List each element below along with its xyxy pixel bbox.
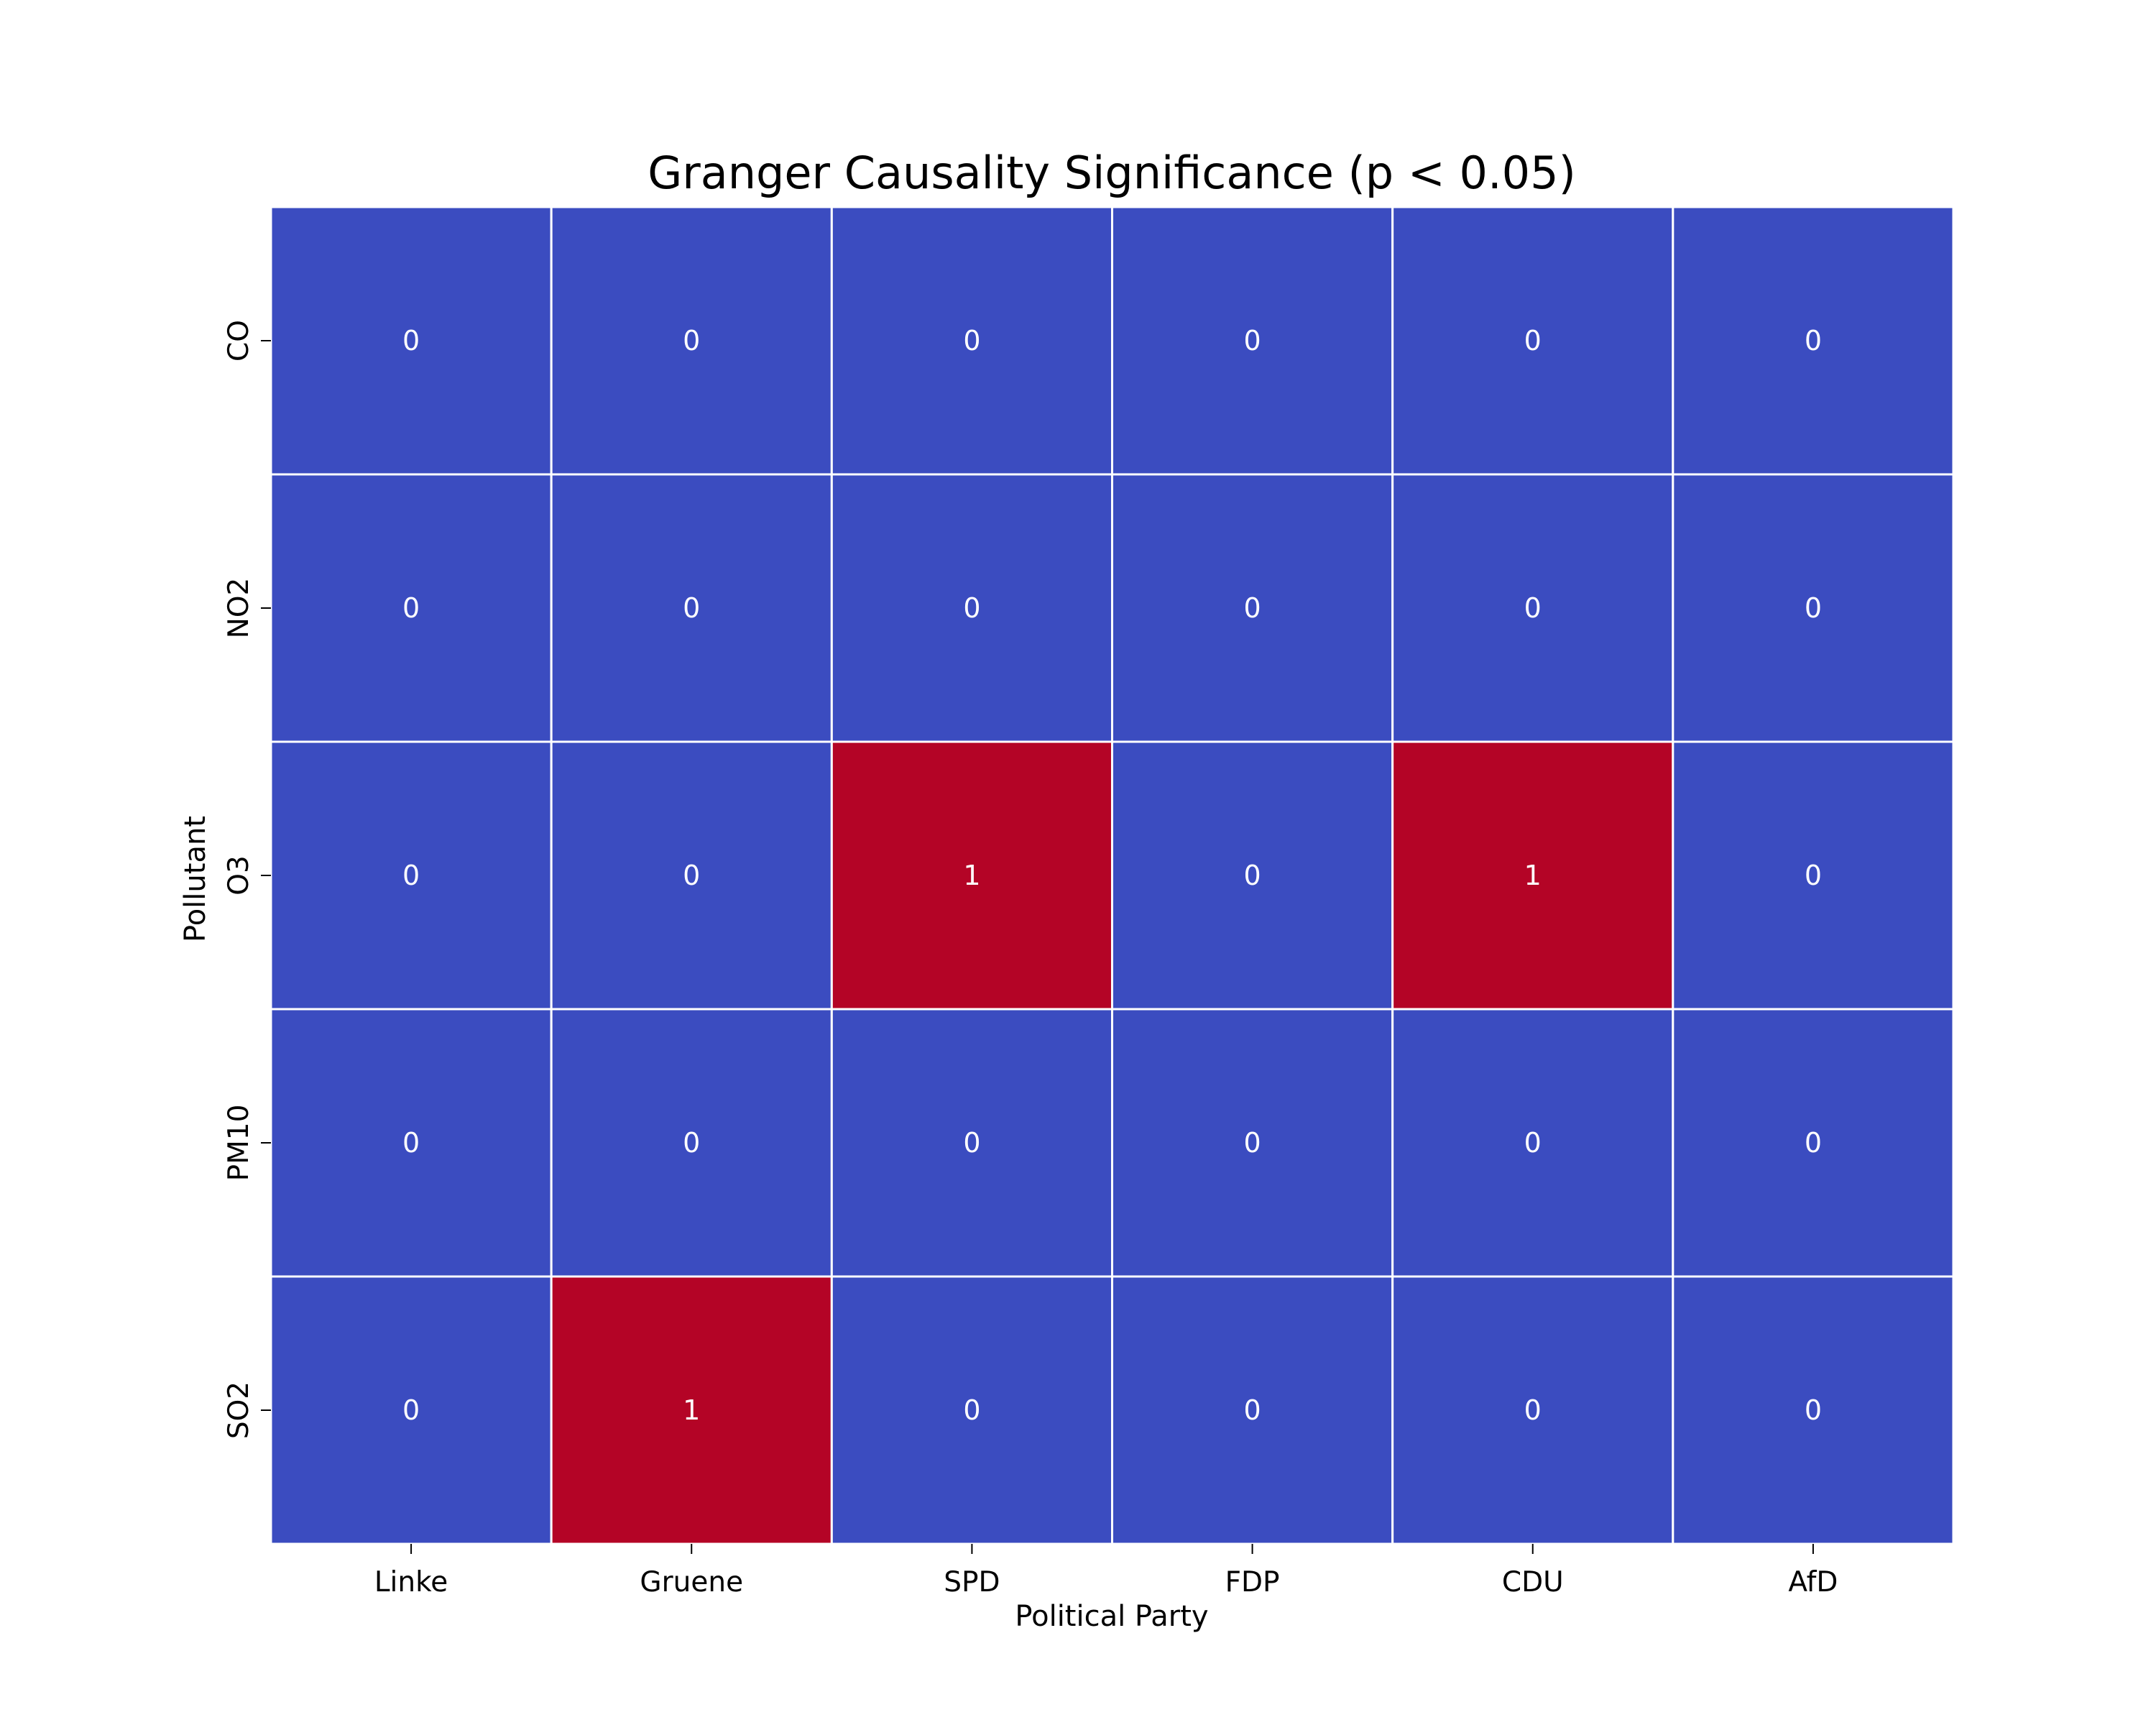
cell-value-label: 1: [683, 1394, 700, 1426]
cell-value-label: 0: [1805, 592, 1822, 624]
y-tick-label: CO: [223, 320, 255, 362]
cell-value-label: 0: [402, 860, 420, 891]
y-axis-ticks: CO NO2 O3 PM10 SO2: [223, 320, 271, 1439]
heatmap-cell: [1111, 473, 1394, 743]
y-tick-label: PM10: [223, 1105, 255, 1182]
heatmap-cell: [830, 206, 1114, 476]
cell-value-label: 0: [1805, 1394, 1822, 1426]
x-tick-label: SPD: [944, 1566, 1000, 1598]
x-tick-label: Gruene: [640, 1566, 743, 1598]
heatmap-cell: [1672, 1008, 1955, 1278]
cell-value-label: 0: [402, 1127, 420, 1159]
heatmap-cell: [270, 1008, 553, 1278]
x-tick-label: Linke: [374, 1566, 448, 1598]
y-tick-label: NO2: [223, 578, 255, 639]
heatmap-cell: [1391, 206, 1674, 476]
cell-value-label: 0: [683, 592, 700, 624]
cell-value-label: 1: [963, 860, 980, 891]
heatmap-cell: [1391, 740, 1674, 1011]
y-tick-label: SO2: [223, 1381, 255, 1439]
cell-value-label: 0: [1805, 860, 1822, 891]
heatmap-cell-labels: 0 0 0 0 0 0 0 0 0 0 0 0 0 0 1 0 1 0 0 0 0 0 0 0 0 1 0 0 0 0: [402, 325, 1822, 1426]
x-axis-label: Political Party: [1015, 1600, 1208, 1633]
heatmap-cell: [1391, 1008, 1674, 1278]
cell-value-label: 0: [1524, 1394, 1542, 1426]
heatmap-cell: [1672, 740, 1955, 1011]
x-tick-label: AfD: [1788, 1566, 1838, 1598]
heatmap-cell: [1111, 206, 1394, 476]
x-axis-ticks: Linke Gruene SPD FDP CDU AfD: [374, 1544, 1838, 1598]
cell-value-label: 0: [1805, 1127, 1822, 1159]
cell-value-label: 0: [402, 1394, 420, 1426]
cell-value-label: 0: [963, 1127, 980, 1159]
heatmap-cell: [270, 1275, 553, 1545]
heatmap-cell: [1391, 1275, 1674, 1545]
cell-value-label: 0: [1243, 860, 1261, 891]
heatmap-cell: [830, 1275, 1114, 1545]
heatmap-cell: [1672, 1275, 1955, 1545]
heatmap-cell: [550, 473, 833, 743]
cell-value-label: 0: [683, 860, 700, 891]
heatmap-cell: [1111, 1275, 1394, 1545]
cell-value-label: 0: [963, 325, 980, 356]
y-axis-label: Pollutant: [179, 816, 212, 942]
cell-value-label: 0: [963, 592, 980, 624]
chart-title: Granger Causality Significance (p < 0.05…: [648, 147, 1576, 199]
heatmap-cell: [1672, 206, 1955, 476]
heatmap-cell: [270, 740, 553, 1011]
heatmap-cell: [550, 1008, 833, 1278]
cell-value-label: 0: [1524, 325, 1542, 356]
cell-value-label: 0: [1243, 592, 1261, 624]
heatmap-cell: [550, 206, 833, 476]
cell-value-label: 0: [1805, 325, 1822, 356]
cell-value-label: 0: [1243, 1394, 1261, 1426]
cell-value-label: 0: [683, 1127, 700, 1159]
cell-value-label: 0: [683, 325, 700, 356]
heatmap-cell: [1111, 740, 1394, 1011]
cell-value-label: 0: [1524, 592, 1542, 624]
cell-value-label: 0: [1243, 1127, 1261, 1159]
cell-value-label: 1: [1524, 860, 1542, 891]
heatmap-cell: [830, 1008, 1114, 1278]
heatmap-cell: [270, 206, 553, 476]
heatmap-cells: [270, 206, 1955, 1545]
cell-value-label: 0: [402, 325, 420, 356]
x-tick-label: CDU: [1502, 1566, 1564, 1598]
heatmap-cell: [1111, 1008, 1394, 1278]
x-tick-label: FDP: [1225, 1566, 1280, 1598]
cell-value-label: 0: [402, 592, 420, 624]
heatmap-cell: [830, 740, 1114, 1011]
y-tick-label: O3: [223, 855, 255, 896]
heatmap-cell: [550, 740, 833, 1011]
cell-value-label: 0: [963, 1394, 980, 1426]
heatmap-cell: [1672, 473, 1955, 743]
cell-value-label: 0: [1243, 325, 1261, 356]
cell-value-label: 0: [1524, 1127, 1542, 1159]
